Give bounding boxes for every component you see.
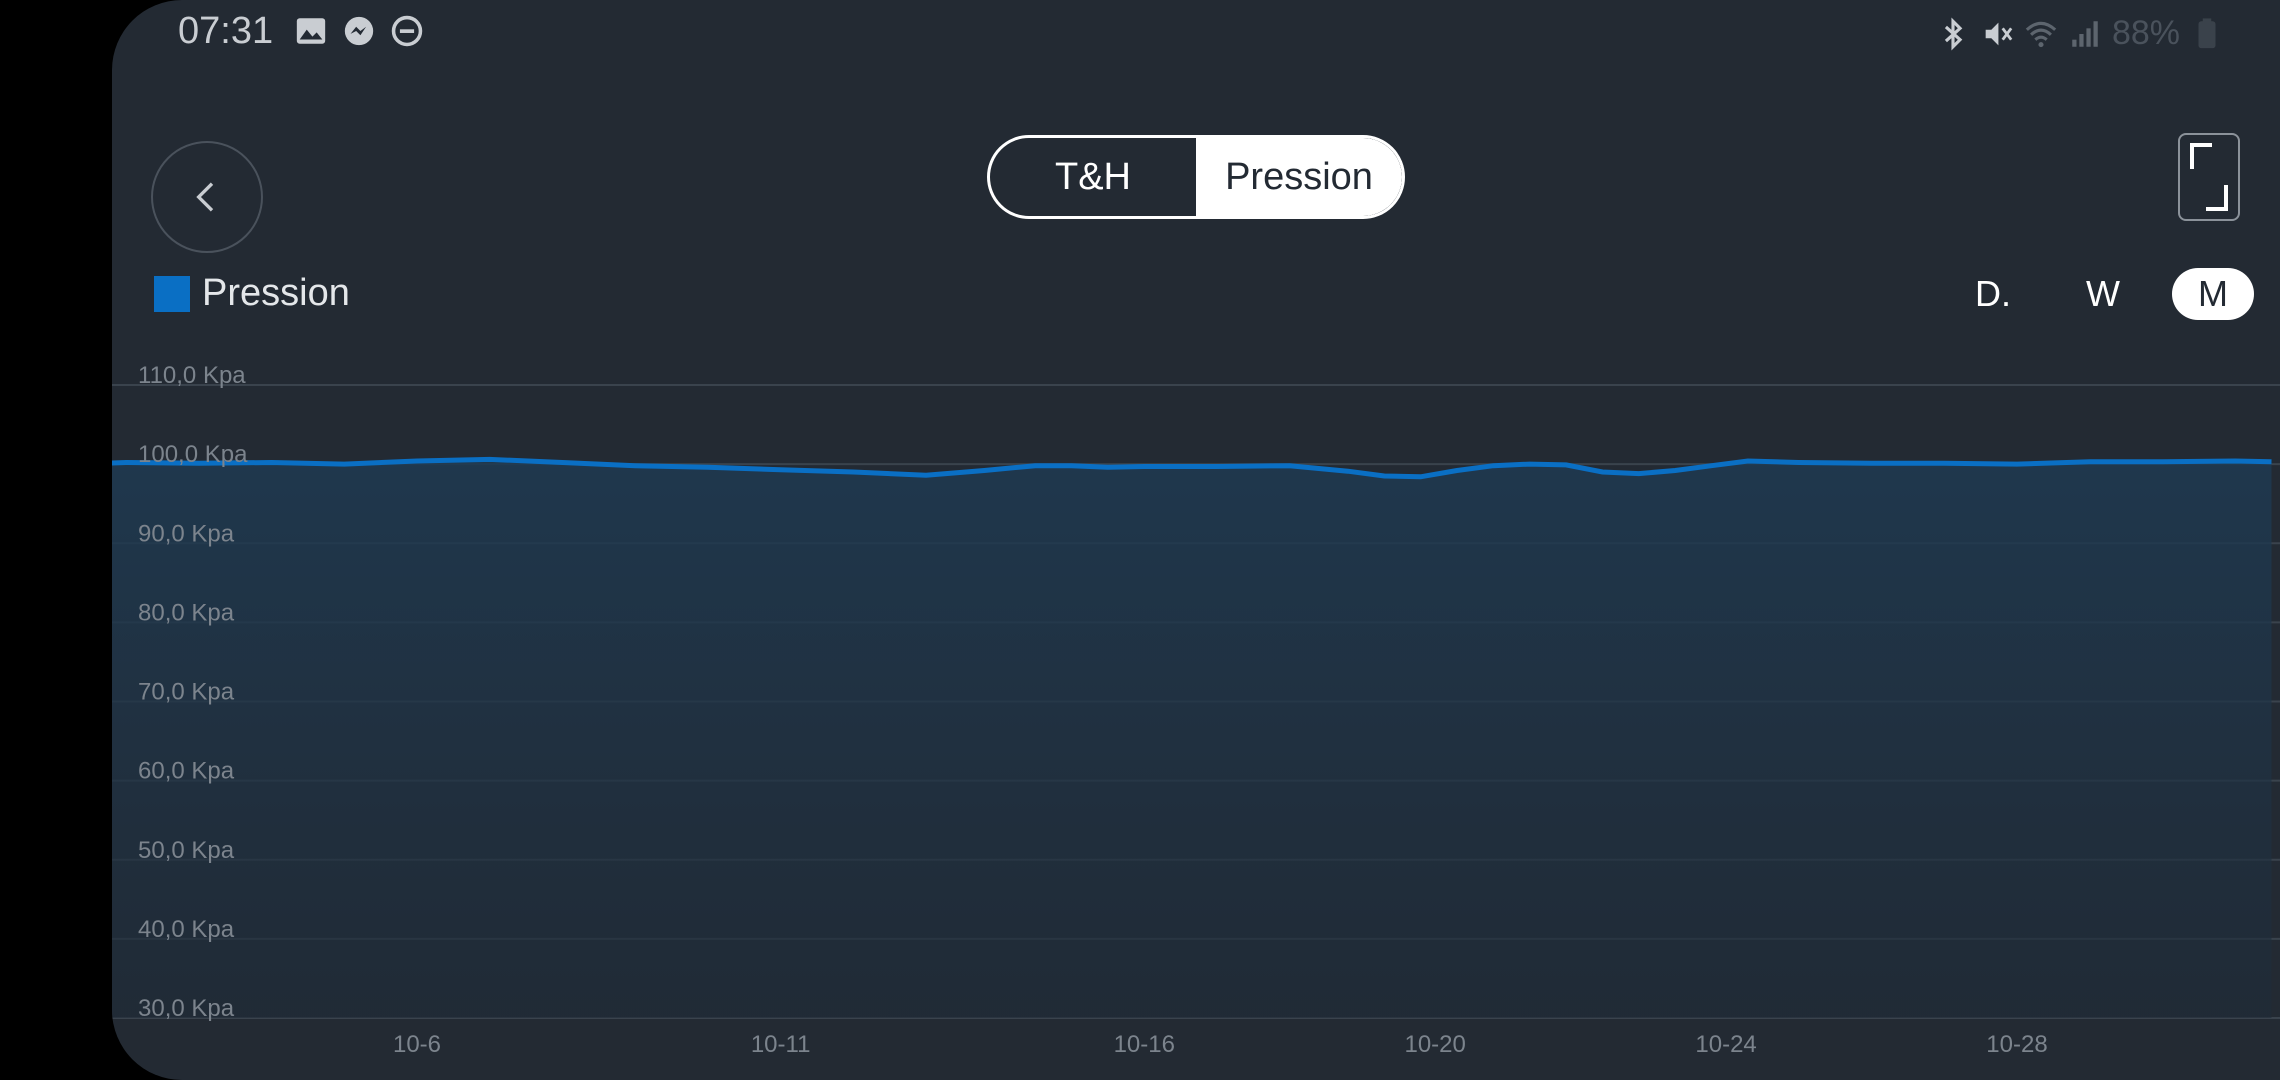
mode-switch: T&H Pression [987, 135, 1405, 219]
app-screen: 07:31 [112, 0, 2280, 1080]
x-tick-label: 10-20 [1404, 1031, 1465, 1058]
chart-legend: Pression [154, 272, 350, 315]
period-selector: D. W M [1952, 268, 2254, 320]
battery-level: 88% [2111, 14, 2180, 52]
chevron-left-icon [196, 182, 214, 212]
x-tick-label: 10-28 [1986, 1031, 2047, 1058]
dnd-icon [391, 15, 423, 47]
y-tick-label: 40,0 Kpa [138, 916, 235, 943]
y-tick-label: 100,0 Kpa [138, 441, 248, 468]
x-tick-label: 10-24 [1695, 1031, 1756, 1058]
y-tick-label: 90,0 Kpa [138, 520, 235, 547]
legend-swatch [154, 275, 190, 312]
status-time: 07:31 [178, 10, 274, 52]
y-tick-label: 110,0 Kpa [138, 362, 246, 389]
tab-pression[interactable]: Pression [1196, 138, 1402, 216]
y-tick-label: 30,0 Kpa [138, 995, 235, 1022]
signal-icon [2072, 20, 2098, 47]
fullscreen-icon [2190, 143, 2228, 211]
y-tick-label: 50,0 Kpa [138, 837, 235, 864]
y-tick-label: 70,0 Kpa [138, 679, 235, 706]
bluetooth-icon [1944, 16, 1963, 51]
period-day-button[interactable]: D. [1975, 273, 2011, 314]
y-tick-label: 60,0 Kpa [138, 758, 235, 785]
fullscreen-button[interactable] [2178, 133, 2240, 221]
x-tick-label: 10-11 [751, 1031, 811, 1058]
image-icon [296, 18, 326, 44]
back-button[interactable] [151, 141, 263, 253]
mute-icon [1985, 22, 2013, 45]
battery-icon [2198, 17, 2216, 48]
y-tick-label: 80,0 Kpa [138, 599, 235, 626]
legend-label: Pression [202, 272, 350, 314]
tab-th[interactable]: T&H [1055, 155, 1131, 198]
pressure-chart: 110,0 Kpa 100,0 Kpa 90,0 Kpa 80,0 Kpa 70,0 K… [112, 362, 2280, 1058]
period-month-button[interactable]: M [2172, 268, 2254, 320]
series-line-pression [112, 456, 2272, 480]
status-icons-left [294, 14, 424, 48]
period-week-button[interactable]: W [2086, 273, 2120, 314]
messenger-icon [344, 16, 374, 46]
series-area-pression [112, 459, 2272, 1018]
status-icons-right: 88% [1936, 14, 2224, 53]
x-tick-label: 10-16 [1114, 1031, 1175, 1058]
wifi-icon [2025, 21, 2057, 47]
x-tick-label: 10-6 [393, 1031, 441, 1058]
